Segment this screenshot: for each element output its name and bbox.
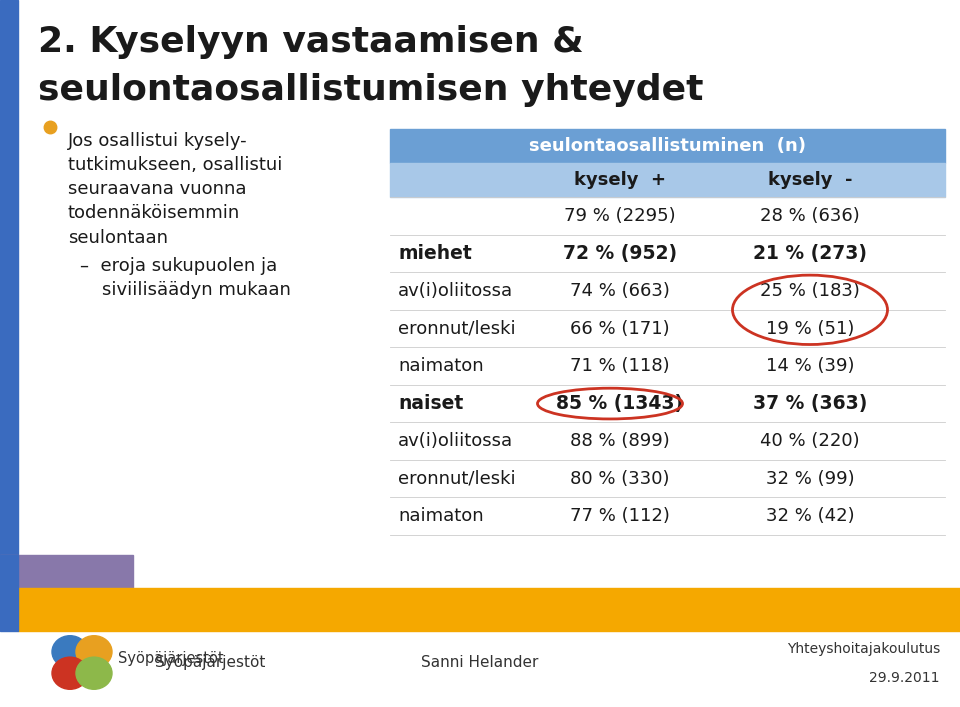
Text: siviilisäädyn mukaan: siviilisäädyn mukaan (102, 281, 291, 299)
Text: naimaton: naimaton (398, 357, 484, 375)
Text: 85 % (1343): 85 % (1343) (557, 394, 684, 413)
Text: seulontaosallistumisen yhteydet: seulontaosallistumisen yhteydet (38, 74, 704, 107)
Bar (390, 129, 945, 163)
Text: Sanni Helander: Sanni Helander (421, 655, 539, 670)
Text: 66 % (171): 66 % (171) (570, 320, 670, 337)
Text: Syöpäjärjestöt: Syöpäjärjestöt (118, 651, 224, 667)
Circle shape (76, 657, 112, 689)
Text: 74 % (663): 74 % (663) (570, 282, 670, 300)
Circle shape (52, 657, 88, 689)
Bar (390, 163, 945, 197)
Text: seulontaan: seulontaan (68, 228, 168, 247)
Text: –  eroja sukupuolen ja: – eroja sukupuolen ja (80, 257, 277, 275)
Text: 2. Kyselyyn vastaamisen &: 2. Kyselyyn vastaamisen & (38, 25, 584, 59)
Circle shape (52, 636, 88, 668)
Text: 79 % (2295): 79 % (2295) (564, 207, 676, 225)
Text: 40 % (220): 40 % (220) (760, 432, 860, 450)
Text: 72 % (952): 72 % (952) (563, 244, 677, 263)
Text: naimaton: naimaton (398, 507, 484, 525)
Bar (18, 588, 960, 631)
Text: av(i)oliitossa: av(i)oliitossa (398, 432, 514, 450)
Text: kysely  +: kysely + (574, 171, 666, 189)
Text: todennäköisemmin: todennäköisemmin (68, 204, 240, 223)
Text: 14 % (39): 14 % (39) (766, 357, 854, 375)
Text: 21 % (273): 21 % (273) (753, 244, 867, 263)
Text: tutkimukseen, osallistui: tutkimukseen, osallistui (68, 156, 282, 174)
Text: av(i)oliitossa: av(i)oliitossa (398, 282, 514, 300)
Text: 80 % (330): 80 % (330) (570, 469, 670, 488)
Text: Yhteyshoitajakoulutus: Yhteyshoitajakoulutus (787, 642, 940, 656)
Text: Syöpäjärjestöt: Syöpäjärjestöt (155, 655, 265, 670)
Text: seuraavana vuonna: seuraavana vuonna (68, 180, 247, 199)
Text: naiset: naiset (398, 394, 464, 413)
Text: Jos osallistui kysely-: Jos osallistui kysely- (68, 132, 248, 150)
Text: 88 % (899): 88 % (899) (570, 432, 670, 450)
Bar (0, 556, 18, 631)
Text: kysely  -: kysely - (768, 171, 852, 189)
Circle shape (76, 636, 112, 668)
Text: 25 % (183): 25 % (183) (760, 282, 860, 300)
Text: 32 % (99): 32 % (99) (766, 469, 854, 488)
Text: eronnut/leski: eronnut/leski (398, 469, 516, 488)
Text: eronnut/leski: eronnut/leski (398, 320, 516, 337)
Bar (0, 0, 18, 556)
Text: 29.9.2011: 29.9.2011 (870, 671, 940, 684)
Text: 77 % (112): 77 % (112) (570, 507, 670, 525)
Text: seulontaosallistuminen  (n): seulontaosallistuminen (n) (529, 137, 806, 156)
Text: 28 % (636): 28 % (636) (760, 207, 860, 225)
Text: 37 % (363): 37 % (363) (753, 394, 867, 413)
Bar (0, 556, 133, 588)
Text: miehet: miehet (398, 244, 471, 263)
Text: 19 % (51): 19 % (51) (766, 320, 854, 337)
Text: 71 % (118): 71 % (118) (570, 357, 670, 375)
Text: 32 % (42): 32 % (42) (766, 507, 854, 525)
